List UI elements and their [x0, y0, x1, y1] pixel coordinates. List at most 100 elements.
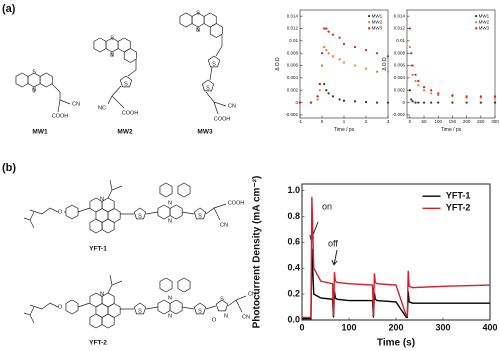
atom: S — [138, 308, 142, 314]
arrow — [331, 249, 338, 266]
bond — [33, 83, 71, 113]
molecule-mw2: S N S NC COOH — [93, 35, 139, 116]
y-tick-label: 0.014 — [394, 13, 406, 18]
molecule-mw1: S N CN COOH — [15, 69, 80, 119]
data-point — [342, 99, 346, 102]
data-point — [342, 61, 346, 64]
atom: CN — [248, 291, 256, 297]
legend-label: MW1 — [479, 13, 490, 18]
atom: COOH — [214, 116, 231, 122]
atom: N — [32, 87, 36, 93]
data-point — [479, 95, 482, 98]
x-axis-label: Time (s) — [377, 338, 415, 349]
data-point — [364, 49, 368, 52]
data-point — [493, 101, 497, 104]
x-tick-label: 1 — [343, 119, 346, 124]
data-point — [327, 92, 330, 95]
ring — [177, 277, 191, 293]
atom: CN — [242, 314, 250, 320]
data-point — [320, 64, 324, 67]
data-point — [338, 58, 341, 61]
x-tick-label: 400 — [482, 322, 497, 332]
molecule-label: YFT-2 — [89, 340, 107, 347]
legend-swatch — [475, 21, 478, 24]
molecule-label: MW3 — [197, 129, 213, 136]
x-tick-label: 0 — [409, 119, 412, 124]
x-tick-label: 0 — [321, 119, 324, 124]
y-tick-label: 0.6 — [287, 237, 300, 247]
y-tick-label: 0.004 — [287, 75, 299, 80]
data-point — [386, 70, 390, 73]
bond — [107, 52, 137, 109]
data-point — [386, 101, 390, 104]
data-point — [422, 101, 426, 104]
data-point — [430, 92, 433, 95]
x-tick-label: 0 — [299, 322, 304, 332]
atom: O — [212, 317, 217, 323]
data-point — [323, 27, 326, 30]
atom: N — [168, 218, 172, 224]
legend-label: YFT-1 — [446, 191, 471, 201]
y-tick-label: 0.2 — [287, 288, 300, 298]
ring — [65, 299, 79, 315]
y-tick-label: 0.014 — [287, 13, 299, 18]
atom: S — [124, 81, 128, 87]
data-point — [493, 95, 497, 98]
panel-label: (b) — [2, 162, 16, 174]
bond — [197, 27, 227, 115]
atom: N — [224, 313, 228, 319]
atom: CN — [220, 222, 228, 228]
atom: N — [168, 200, 172, 206]
data-point — [331, 33, 335, 36]
y-tick-label: 0.008 — [287, 50, 299, 55]
chart: -0.002 0 0.002 0.004 0.006 0.008 0.01 0.012 0.01… — [382, 9, 499, 133]
x-tick-label: 100 — [434, 119, 442, 124]
data-point — [318, 89, 321, 92]
y-tick-label: 0.012 — [394, 26, 406, 31]
ring — [89, 313, 103, 329]
data-point — [298, 101, 302, 104]
molecule-label: MW2 — [117, 129, 133, 136]
data-point — [316, 98, 319, 101]
data-point — [422, 89, 426, 92]
data-point — [465, 95, 468, 98]
chart: -0.002 0 0.002 0.004 0.006 0.008 0.01 0.012 0.01… — [275, 9, 390, 133]
molecule-label: YFT-1 — [89, 246, 107, 253]
legend-swatch — [368, 27, 371, 30]
atom: COOH — [122, 110, 139, 116]
x-tick-label: 50 — [422, 119, 428, 124]
y-tick-label: 0.008 — [394, 50, 406, 55]
data-point — [411, 64, 414, 67]
atom: S — [196, 10, 200, 16]
legend-label: MW3 — [479, 25, 490, 30]
atom: O — [58, 209, 63, 215]
atom: N — [168, 295, 172, 301]
data-point — [331, 95, 335, 98]
x-tick-label: 150 — [449, 119, 457, 124]
data-point — [331, 55, 335, 58]
molecule-yft2: O N N N S S S N O CN CN — [23, 274, 256, 329]
ring — [15, 72, 29, 88]
x-tick-label: 300 — [435, 322, 450, 332]
data-point — [465, 101, 468, 104]
x-axis-label: Time / ps — [334, 127, 355, 133]
data-point — [309, 101, 313, 104]
data-point — [414, 101, 417, 104]
data-point — [411, 73, 414, 76]
y-axis-label: Δ O.D — [275, 57, 281, 71]
ring — [107, 303, 121, 318]
legend-label: MW1 — [372, 13, 383, 18]
data-point — [437, 101, 440, 104]
atom: CN — [72, 101, 80, 107]
legend-swatch — [475, 27, 478, 30]
data-point — [437, 92, 440, 95]
y-tick-label: 0.002 — [287, 87, 299, 92]
atom: N — [196, 27, 200, 33]
data-point — [408, 89, 411, 92]
molecule-label: MW1 — [32, 129, 48, 136]
ring — [177, 182, 191, 198]
data-point — [417, 79, 420, 83]
atom: S — [212, 61, 216, 67]
data-line — [302, 196, 491, 319]
atom: S — [198, 213, 202, 219]
